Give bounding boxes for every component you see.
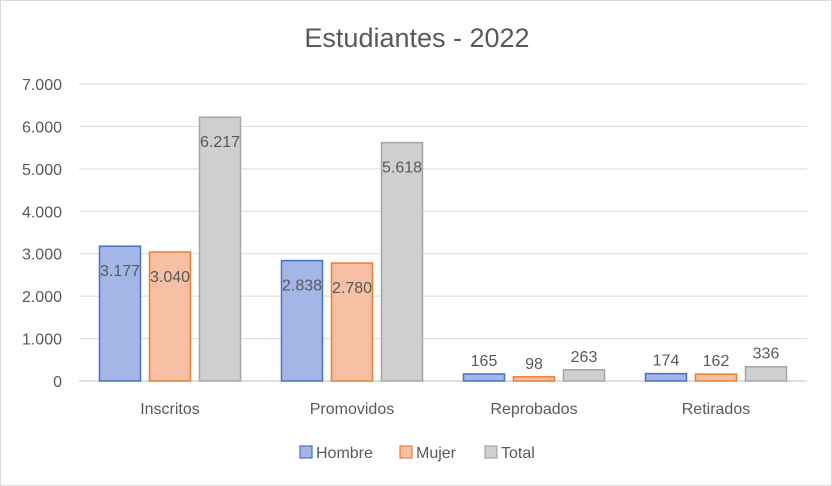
bar-mujer-promovidos <box>330 262 374 382</box>
bar-hombre-reprobados <box>462 373 506 382</box>
bar-total-inscritos <box>198 116 242 382</box>
y-tick-label: 5.000 <box>22 162 62 179</box>
y-tick-label: 1.000 <box>22 332 62 349</box>
legend: Hombre Mujer Total <box>299 445 535 462</box>
bar-total-reprobados <box>562 369 606 382</box>
bars <box>98 116 788 382</box>
data-label: 336 <box>753 346 780 363</box>
legend-swatch-mujer <box>399 445 413 459</box>
data-label: 2.838 <box>282 278 322 295</box>
y-tick-label: 7.000 <box>22 77 62 94</box>
bar-total-retirados <box>744 365 788 382</box>
legend-label-total: Total <box>501 445 535 462</box>
data-label: 2.780 <box>332 280 372 297</box>
bar-hombre-retirados <box>644 372 688 382</box>
bar-mujer-inscritos <box>148 251 192 382</box>
data-label: 3.177 <box>100 263 140 280</box>
legend-swatch-hombre <box>299 445 313 459</box>
x-tick-label: Retirados <box>682 401 750 418</box>
y-tick-label: 0 <box>53 374 62 391</box>
bar-mujer-retirados <box>694 373 738 382</box>
data-label: 165 <box>471 353 498 370</box>
bar-hombre-inscritos <box>98 245 142 382</box>
y-axis: 0 1.000 2.000 3.000 4.000 5.000 6.000 7.000 <box>22 77 807 391</box>
y-tick-label: 4.000 <box>22 204 62 221</box>
y-tick-label: 2.000 <box>22 289 62 306</box>
x-tick-label: Inscritos <box>140 401 200 418</box>
y-tick-label: 3.000 <box>22 247 62 264</box>
data-label: 174 <box>653 353 680 370</box>
data-label: 162 <box>703 353 730 370</box>
legend-label-hombre: Hombre <box>316 445 373 462</box>
data-label: 263 <box>571 349 598 366</box>
data-label: 5.618 <box>382 160 422 177</box>
bar-hombre-promovidos <box>280 259 324 382</box>
data-label: 3.040 <box>150 269 190 286</box>
chart-title: Estudiantes - 2022 <box>304 23 529 53</box>
bar-total-promovidos <box>380 141 424 382</box>
legend-swatch-total <box>484 445 498 459</box>
y-tick-label: 6.000 <box>22 119 62 136</box>
x-axis: Inscritos Promovidos Reprobados Retirados <box>140 401 750 418</box>
legend-label-mujer: Mujer <box>416 445 457 462</box>
x-tick-label: Reprobados <box>490 401 577 418</box>
data-labels: 3.177 3.040 6.217 2.838 2.780 5.618 165 98 263 17… <box>100 134 779 373</box>
x-tick-label: Promovidos <box>310 401 394 418</box>
data-label: 98 <box>525 356 543 373</box>
data-label: 6.217 <box>200 134 240 151</box>
bar-mujer-reprobados <box>512 376 556 382</box>
